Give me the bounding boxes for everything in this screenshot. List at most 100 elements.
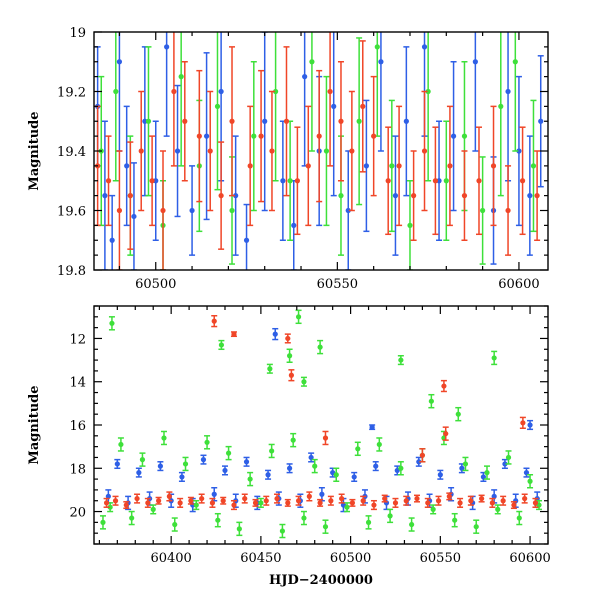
data-point — [265, 472, 271, 478]
data-point — [161, 435, 167, 441]
data-point — [109, 237, 115, 243]
data-point — [479, 495, 485, 502]
data-point — [149, 178, 155, 184]
data-point — [105, 178, 112, 184]
y-axis-title: Magnitude — [27, 111, 42, 190]
data-point — [339, 495, 345, 502]
data-point — [495, 506, 501, 512]
data-point — [280, 178, 286, 184]
data-point — [171, 88, 177, 95]
data-point — [327, 88, 333, 95]
data-point — [432, 178, 439, 184]
data-point — [392, 193, 399, 199]
series-2 — [94, 32, 541, 270]
data-point — [480, 474, 486, 480]
data-point — [179, 474, 185, 480]
data-point — [489, 500, 495, 506]
data-point — [207, 148, 213, 154]
data-point — [476, 178, 482, 184]
data-point — [142, 118, 148, 124]
data-point — [317, 344, 323, 350]
data-point — [516, 148, 522, 154]
data-point — [360, 103, 366, 109]
x-axis-title: HJD−2400000 — [269, 573, 373, 588]
data-point — [218, 193, 224, 199]
data-point — [527, 422, 533, 428]
y-axis-title: Magnitude — [27, 385, 42, 464]
data-point — [419, 452, 425, 458]
data-point — [312, 463, 318, 469]
data-point — [491, 355, 497, 361]
y-tick-label: 20 — [69, 506, 86, 521]
data-point — [498, 103, 504, 109]
y-tick-label: 19 — [69, 26, 86, 41]
data-point — [323, 148, 330, 154]
data-point — [452, 517, 458, 523]
data-point — [389, 163, 395, 169]
data-point — [134, 495, 140, 502]
data-point — [308, 454, 314, 461]
data-point — [118, 441, 124, 448]
data-point — [103, 500, 110, 506]
y-tick-label: 16 — [69, 419, 86, 434]
data-point — [231, 502, 237, 508]
data-point — [500, 498, 506, 504]
data-point — [421, 148, 428, 154]
data-point — [316, 133, 322, 139]
data-point — [177, 500, 183, 506]
data-point — [283, 118, 290, 124]
data-point — [107, 504, 113, 510]
data-point — [387, 513, 393, 519]
data-point — [523, 470, 530, 476]
data-point — [462, 461, 469, 467]
data-point — [182, 118, 188, 124]
y-tick-label: 18 — [69, 462, 86, 477]
y-tick-label: 19.2 — [57, 86, 86, 101]
data-point — [203, 133, 210, 139]
data-point — [398, 357, 404, 363]
data-point — [247, 163, 253, 169]
data-point — [365, 519, 372, 525]
data-point — [295, 314, 302, 320]
data-point — [286, 353, 293, 359]
data-point — [294, 178, 300, 184]
data-point — [425, 500, 431, 506]
data-point — [189, 207, 195, 214]
series-2 — [103, 314, 539, 511]
data-point — [243, 237, 250, 243]
data-point — [105, 493, 111, 499]
data-point — [214, 103, 221, 109]
data-point — [156, 498, 162, 504]
data-point — [199, 495, 205, 502]
data-point — [285, 335, 291, 342]
data-point — [437, 472, 443, 478]
data-point — [102, 193, 108, 199]
data-point — [403, 118, 409, 124]
data-point — [242, 495, 248, 502]
data-point — [306, 493, 312, 499]
data-point — [269, 448, 275, 454]
data-point — [461, 133, 468, 139]
data-point — [279, 528, 286, 534]
plot-area — [94, 32, 544, 270]
data-point — [229, 207, 235, 214]
data-point — [520, 420, 526, 426]
data-point — [174, 148, 181, 154]
data-point — [236, 526, 242, 532]
data-point — [124, 163, 130, 169]
data-point — [114, 461, 120, 467]
data-point — [522, 495, 528, 502]
data-point — [166, 493, 172, 499]
data-point — [222, 467, 228, 474]
data-point — [338, 118, 344, 124]
data-point — [511, 502, 517, 508]
data-point — [302, 74, 308, 80]
data-point — [356, 118, 362, 124]
data-point — [457, 500, 463, 506]
data-point — [355, 446, 361, 452]
data-point — [319, 491, 325, 497]
data-point — [218, 342, 225, 348]
data-point — [490, 163, 497, 169]
data-point — [252, 500, 259, 506]
